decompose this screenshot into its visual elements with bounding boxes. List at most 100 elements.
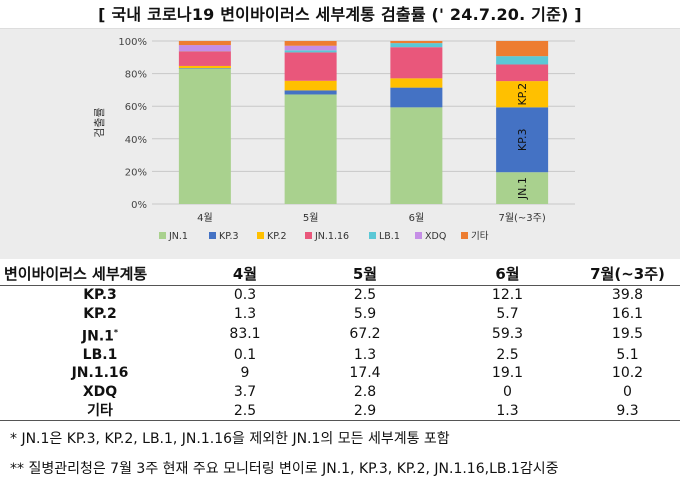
bar-segment bbox=[178, 68, 231, 204]
legend-swatch bbox=[257, 232, 264, 239]
table-cell: 19.5 bbox=[611, 326, 644, 343]
footnote-marker: * bbox=[113, 327, 119, 337]
table-cell: 16.1 bbox=[611, 306, 644, 323]
x-tick-label: 5월 bbox=[303, 212, 319, 224]
bar-segment bbox=[284, 80, 337, 91]
stacked-bar-chart: 0% 20% 40% 60% 80% 100% 검출률 4월 5월 6월 7월(~3주) KP.2 KP… bbox=[0, 28, 680, 259]
legend-swatch bbox=[209, 232, 216, 239]
table-header-row: 변이바이러스 세부계통 4월 5월 6월 7월(~3주) bbox=[0, 263, 680, 286]
legend-swatch bbox=[415, 232, 422, 239]
table-row: 기타 2.5 2.9 1.3 9.3 bbox=[0, 401, 680, 422]
bar-segment bbox=[390, 87, 443, 108]
bar-segment bbox=[178, 51, 231, 66]
bar-data-label: KP.2 bbox=[516, 83, 529, 106]
legend-label: XDQ bbox=[425, 231, 446, 242]
table-cell: 67.2 bbox=[349, 326, 381, 343]
table-row: LB.1 0.1 1.3 2.5 5.1 bbox=[0, 345, 680, 364]
y-tick-label: 40% bbox=[125, 135, 147, 146]
table-cell: 5.9 bbox=[353, 306, 377, 323]
table-cell: 17.4 bbox=[349, 365, 381, 382]
table-cell: 2.8 bbox=[353, 384, 377, 401]
bar-segment bbox=[390, 78, 443, 88]
table-cell: 0.1 bbox=[233, 346, 257, 363]
bar-segment bbox=[496, 172, 549, 204]
table-cell: 2.5 bbox=[496, 346, 519, 363]
table-row: KP.3 0.3 2.5 12.1 39.8 bbox=[0, 286, 680, 305]
table-header-month: 5월 bbox=[290, 263, 440, 286]
row-label: 기타 bbox=[0, 401, 200, 422]
legend-label: KP.2 bbox=[267, 231, 287, 242]
legend-swatch bbox=[461, 232, 468, 239]
legend-label: LB.1 bbox=[379, 231, 400, 242]
table-row: JN.1* 83.1 67.2 59.3 19.5 bbox=[0, 324, 680, 346]
table-cell: 1.3 bbox=[440, 401, 575, 422]
y-tick-label: 100% bbox=[118, 37, 147, 48]
bar-segment bbox=[496, 81, 549, 108]
table-cell: 12.1 bbox=[491, 287, 524, 304]
table-cell: 83.1 bbox=[229, 326, 261, 343]
table-cell: 2.5 bbox=[353, 287, 377, 304]
table-header-lineage: 변이바이러스 세부계통 bbox=[0, 263, 200, 286]
table-cell: 9.3 bbox=[575, 401, 680, 422]
row-label: XDQ bbox=[82, 384, 118, 401]
bar-segment bbox=[178, 41, 231, 46]
chart-svg: 0% 20% 40% 60% 80% 100% 검출률 4월 5월 6월 7월(~3주) KP.2 KP… bbox=[93, 37, 575, 242]
bar-data-label: JN.1 bbox=[516, 177, 529, 200]
row-label: KP.2 bbox=[83, 306, 117, 323]
table-cell: 0.3 bbox=[233, 287, 257, 304]
table-cell: 0 bbox=[503, 384, 512, 401]
y-tick-label: 0% bbox=[131, 200, 147, 211]
table-cell: 1.3 bbox=[233, 306, 257, 323]
bar-segment bbox=[284, 90, 337, 95]
bar-segment bbox=[390, 41, 443, 44]
table-cell: 39.8 bbox=[611, 287, 644, 304]
table-cell: 2.9 bbox=[290, 401, 440, 422]
bar-segment bbox=[284, 45, 337, 51]
legend-swatch bbox=[369, 232, 376, 239]
bar-segment bbox=[496, 41, 549, 57]
legend-label: KP.3 bbox=[219, 231, 239, 242]
row-label: LB.1 bbox=[82, 346, 118, 363]
table-header-month: 6월 bbox=[440, 263, 575, 286]
table-body: KP.3 0.3 2.5 12.1 39.8 KP.2 1.3 5.9 5.7 16.1 JN.1*… bbox=[0, 286, 680, 422]
table-cell: 3.7 bbox=[233, 384, 257, 401]
table-cell: 59.3 bbox=[491, 326, 524, 343]
table-cell: 2.5 bbox=[200, 401, 290, 422]
x-tick-label: 4월 bbox=[197, 212, 213, 224]
table-cell: 0 bbox=[623, 384, 632, 401]
legend-label: 기타 bbox=[471, 231, 489, 242]
legend-label: JN.1.16 bbox=[314, 231, 349, 242]
table-cell: 5.7 bbox=[496, 306, 519, 323]
x-tick-label: 6월 bbox=[409, 212, 425, 224]
table-header-month: 7월(~3주) bbox=[575, 263, 680, 286]
table-row: KP.2 1.3 5.9 5.7 16.1 bbox=[0, 305, 680, 324]
bar-segment bbox=[390, 107, 443, 204]
row-label: KP.3 bbox=[83, 287, 117, 304]
page-title: [ 국내 코로나19 변이바이러스 세부계통 검출률 (' 24.7.20. 기… bbox=[98, 5, 582, 24]
table-cell: 9 bbox=[240, 365, 250, 382]
bar-segment bbox=[284, 52, 337, 81]
bar-segment bbox=[496, 107, 549, 173]
bar-segment bbox=[178, 45, 231, 52]
table-cell: 1.3 bbox=[353, 346, 377, 363]
detection-rate-table: 변이바이러스 세부계통 4월 5월 6월 7월(~3주) KP.3 0.3 2.5 12.1 3… bbox=[0, 263, 680, 422]
legend-swatch bbox=[159, 232, 166, 239]
footnote-1: * JN.1은 KP.3, KP.2, LB.1, JN.1.16을 제외한 J… bbox=[10, 431, 450, 447]
bar-segment bbox=[284, 50, 337, 53]
bar-segment bbox=[390, 43, 443, 48]
row-label: JN.1* bbox=[81, 327, 119, 345]
bar-segment bbox=[284, 41, 337, 46]
bar-segment bbox=[284, 94, 337, 204]
table-cell: 10.2 bbox=[611, 365, 644, 382]
table-cell: 5.1 bbox=[616, 346, 639, 363]
row-label: JN.1.16 bbox=[71, 365, 129, 382]
y-tick-label: 60% bbox=[125, 102, 147, 113]
y-tick-label: 80% bbox=[125, 70, 147, 81]
x-tick-label: 7월(~3주) bbox=[498, 212, 545, 224]
legend-label: JN.1 bbox=[168, 231, 188, 242]
table-row: XDQ 3.7 2.8 0 0 bbox=[0, 383, 680, 402]
table-row: JN.1.16 9 17.4 19.1 10.2 bbox=[0, 364, 680, 383]
legend-swatch bbox=[305, 232, 312, 239]
bar-segment bbox=[496, 64, 549, 82]
bar-segment bbox=[496, 56, 549, 65]
